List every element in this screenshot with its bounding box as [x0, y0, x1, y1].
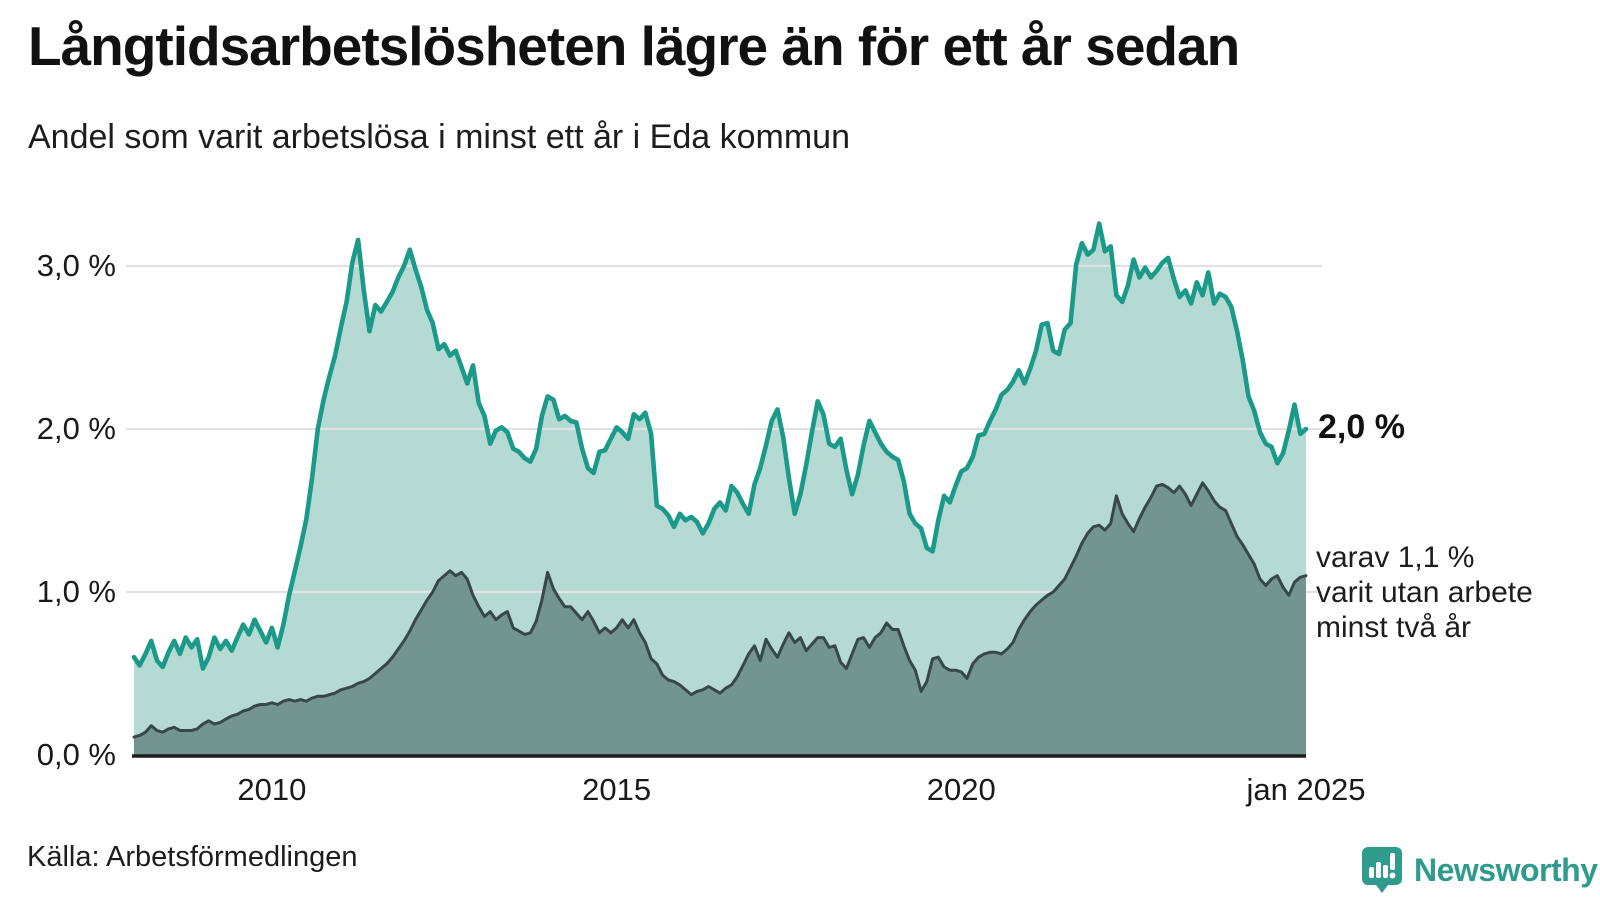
x-tick-label: jan 2025	[1246, 772, 1366, 807]
y-tick-label: 3,0 %	[36, 248, 116, 283]
y-tick-label: 2,0 %	[36, 411, 116, 446]
y-tick-label: 1,0 %	[36, 574, 116, 609]
newsworthy-logo: Newsworthy	[1360, 845, 1598, 895]
page-title: Långtidsarbetslösheten lägre än för ett …	[28, 15, 1240, 77]
x-tick-label: 2015	[582, 772, 652, 807]
latest-value-label: 2,0 %	[1318, 408, 1405, 446]
subset-annotation-line2: varit utan arbete	[1316, 576, 1533, 609]
x-tick-label: 2020	[926, 772, 996, 807]
chart-subtitle: Andel som varit arbetslösa i minst ett å…	[28, 118, 850, 156]
y-tick-label: 0,0 %	[36, 737, 116, 772]
subset-annotation-line1: varav 1,1 %	[1316, 541, 1475, 574]
subset-annotation-line3: minst två år	[1316, 611, 1472, 644]
newsworthy-logo-icon	[1362, 847, 1402, 893]
x-tick-label: 2010	[237, 772, 307, 807]
subset-annotation: varav 1,1 % varit utan arbete minst två …	[1316, 540, 1533, 645]
newsworthy-wordmark: Newsworthy	[1414, 851, 1598, 888]
source-note: Källa: Arbetsförmedlingen	[27, 841, 358, 873]
